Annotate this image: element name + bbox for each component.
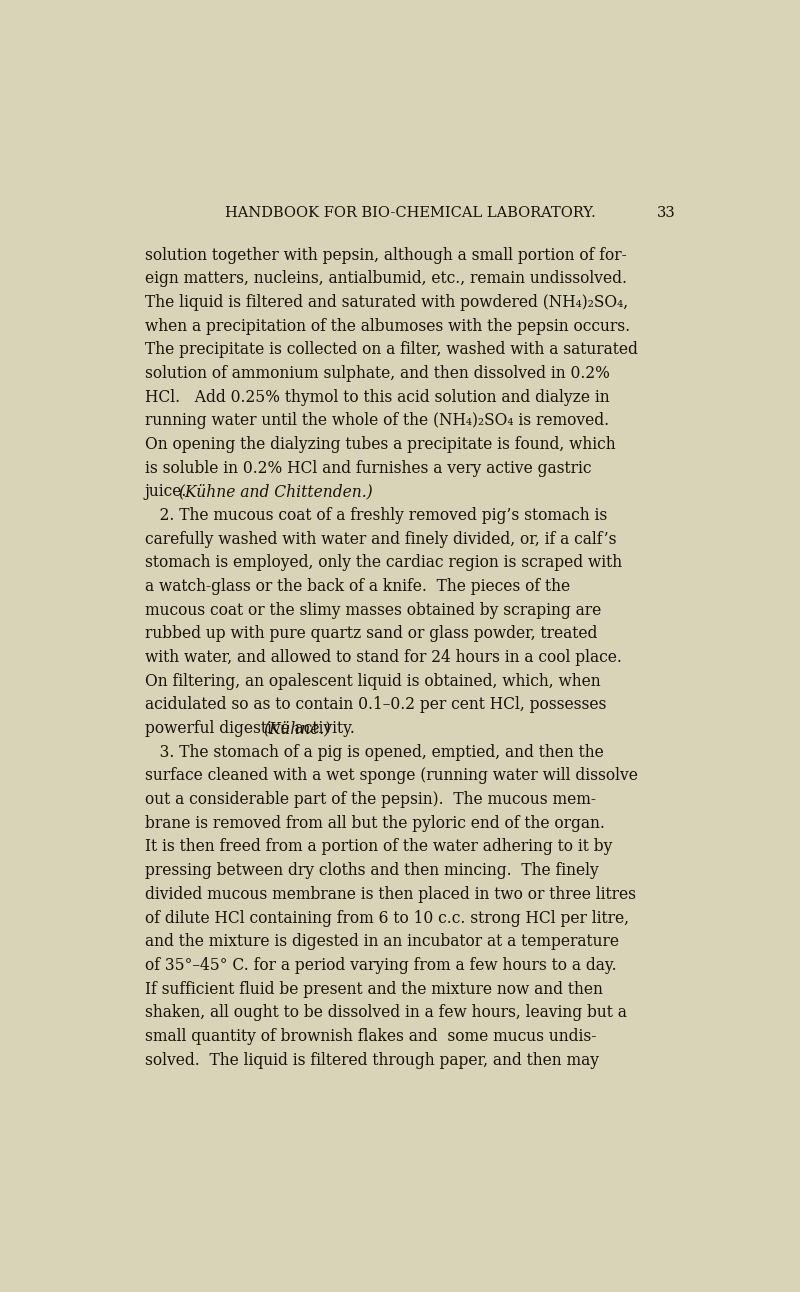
Text: On opening the dialyzing tubes a precipitate is found, which: On opening the dialyzing tubes a precipi…: [145, 435, 615, 453]
Text: powerful digestive activity.: powerful digestive activity.: [145, 720, 369, 738]
Text: when a precipitation of the albumoses with the pepsin occurs.: when a precipitation of the albumoses wi…: [145, 318, 630, 335]
Text: divided mucous membrane is then placed in two or three litres: divided mucous membrane is then placed i…: [145, 886, 636, 903]
Text: The precipitate is collected on a filter, washed with a saturated: The precipitate is collected on a filter…: [145, 341, 638, 358]
Text: HANDBOOK FOR BIO-CHEMICAL LABORATORY.: HANDBOOK FOR BIO-CHEMICAL LABORATORY.: [225, 205, 595, 220]
Text: of 35°–45° C. for a period varying from a few hours to a day.: of 35°–45° C. for a period varying from …: [145, 957, 616, 974]
Text: shaken, all ought to be dissolved in a few hours, leaving but a: shaken, all ought to be dissolved in a f…: [145, 1004, 626, 1021]
Text: acidulated so as to contain 0.1–0.2 per cent HCl, possesses: acidulated so as to contain 0.1–0.2 per …: [145, 696, 606, 713]
Text: solution together with pepsin, although a small portion of for-: solution together with pepsin, although …: [145, 247, 626, 264]
Text: with water, and allowed to stand for 24 hours in a cool place.: with water, and allowed to stand for 24 …: [145, 649, 622, 667]
Text: brane is removed from all but the pyloric end of the organ.: brane is removed from all but the pylori…: [145, 815, 605, 832]
Text: and the mixture is digested in an incubator at a temperature: and the mixture is digested in an incuba…: [145, 933, 618, 950]
Text: solved.  The liquid is filtered through paper, and then may: solved. The liquid is filtered through p…: [145, 1052, 598, 1068]
Text: On filtering, an opalescent liquid is obtained, which, when: On filtering, an opalescent liquid is ob…: [145, 673, 600, 690]
Text: a watch-glass or the back of a knife.  The pieces of the: a watch-glass or the back of a knife. Th…: [145, 578, 570, 596]
Text: 2. The mucous coat of a freshly removed pig’s stomach is: 2. The mucous coat of a freshly removed …: [145, 506, 607, 525]
Text: small quantity of brownish flakes and  some mucus undis-: small quantity of brownish flakes and so…: [145, 1028, 596, 1045]
Text: rubbed up with pure quartz sand or glass powder, treated: rubbed up with pure quartz sand or glass…: [145, 625, 597, 642]
Text: is soluble in 0.2% HCl and furnishes a very active gastric: is soluble in 0.2% HCl and furnishes a v…: [145, 460, 591, 477]
Text: 3. The stomach of a pig is opened, emptied, and then the: 3. The stomach of a pig is opened, empti…: [145, 744, 603, 761]
Text: (Kühne.): (Kühne.): [263, 720, 330, 738]
Text: solution of ammonium sulphate, and then dissolved in 0.2%: solution of ammonium sulphate, and then …: [145, 364, 610, 382]
Text: HCl.   Add 0.25% thymol to this acid solution and dialyze in: HCl. Add 0.25% thymol to this acid solut…: [145, 389, 610, 406]
Text: 33: 33: [657, 205, 675, 220]
Text: The liquid is filtered and saturated with powdered (NH₄)₂SO₄,: The liquid is filtered and saturated wit…: [145, 293, 628, 311]
Text: carefully washed with water and finely divided, or, if a calf’s: carefully washed with water and finely d…: [145, 531, 616, 548]
Text: (Kühne and Chittenden.): (Kühne and Chittenden.): [179, 483, 373, 500]
Text: It is then freed from a portion of the water adhering to it by: It is then freed from a portion of the w…: [145, 839, 612, 855]
Text: out a considerable part of the pepsin).  The mucous mem-: out a considerable part of the pepsin). …: [145, 791, 596, 808]
Text: stomach is employed, only the cardiac region is scraped with: stomach is employed, only the cardiac re…: [145, 554, 622, 571]
Text: mucous coat or the slimy masses obtained by scraping are: mucous coat or the slimy masses obtained…: [145, 602, 601, 619]
Text: pressing between dry cloths and then mincing.  The finely: pressing between dry cloths and then min…: [145, 862, 598, 879]
Text: juice.: juice.: [145, 483, 202, 500]
Text: eign matters, nucleins, antialbumid, etc., remain undissolved.: eign matters, nucleins, antialbumid, etc…: [145, 270, 626, 287]
Text: running water until the whole of the (NH₄)₂SO₄ is removed.: running water until the whole of the (NH…: [145, 412, 609, 429]
Text: surface cleaned with a wet sponge (running water will dissolve: surface cleaned with a wet sponge (runni…: [145, 767, 638, 784]
Text: of dilute HCl containing from 6 to 10 c.c. strong HCl per litre,: of dilute HCl containing from 6 to 10 c.…: [145, 910, 629, 926]
Text: If sufficient fluid be present and the mixture now and then: If sufficient fluid be present and the m…: [145, 981, 602, 997]
